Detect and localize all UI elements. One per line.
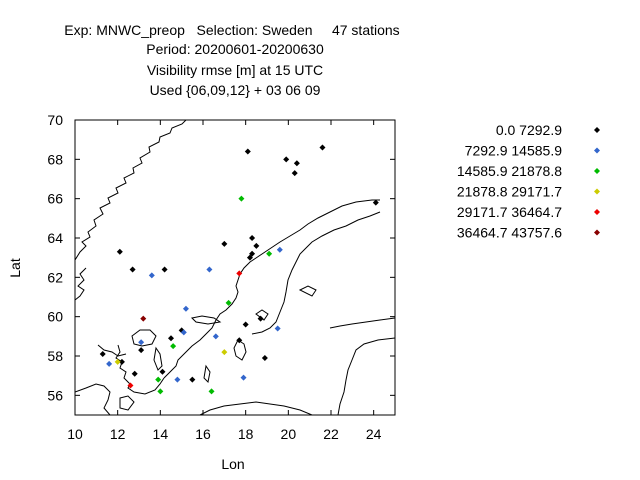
station-point — [161, 266, 168, 273]
legend-label: 21878.8 29171.7 — [457, 184, 562, 200]
legend-label: 0.0 7292.9 — [496, 122, 562, 138]
station-point — [206, 266, 213, 273]
x-tick-label: 14 — [153, 426, 169, 442]
station-point — [236, 270, 243, 277]
station-point — [274, 325, 281, 332]
legend-marker — [594, 209, 600, 215]
legend-label: 14585.9 21878.8 — [457, 163, 562, 179]
station-point — [257, 315, 264, 322]
station-point — [372, 199, 379, 206]
station-point — [225, 299, 232, 306]
station-point — [221, 349, 228, 356]
station-point — [157, 388, 164, 395]
station-point — [182, 305, 189, 312]
legend-marker — [594, 188, 600, 195]
station-point — [159, 368, 166, 375]
legend-marker — [594, 229, 600, 236]
station-point — [212, 333, 219, 340]
station-point — [221, 240, 228, 247]
legend-marker — [594, 147, 600, 154]
station-point — [236, 337, 243, 344]
x-tick-label: 18 — [238, 426, 254, 442]
station-point — [127, 382, 134, 389]
y-tick-label: 56 — [47, 387, 63, 403]
x-tick-label: 20 — [281, 426, 297, 442]
station-point — [180, 329, 187, 336]
station-point — [283, 156, 290, 163]
y-tick-label: 64 — [47, 230, 63, 246]
chart-title-line-3: Visibility rmse [m] at 15 UTC — [147, 62, 323, 78]
station-point — [138, 339, 145, 346]
station-point — [138, 347, 145, 354]
legend-label: 29171.7 36464.7 — [457, 204, 562, 220]
station-point — [276, 246, 283, 253]
y-tick-label: 66 — [47, 191, 63, 207]
station-point — [129, 266, 136, 273]
station-point — [174, 376, 181, 383]
legend: 0.0 7292.9 7292.9 14585.9 14585.9 21878.8 2… — [457, 122, 600, 241]
station-point — [168, 335, 174, 342]
station-point — [116, 248, 123, 255]
chart-title-line-1: Exp: MNWC_preop Selection: Sweden 47 sta… — [64, 22, 399, 38]
y-tick-label: 68 — [47, 151, 63, 167]
station-point — [253, 242, 260, 249]
station-point — [240, 374, 247, 381]
x-tick-label: 16 — [195, 426, 211, 442]
y-tick-labels: 56 58 60 62 64 66 68 70 — [47, 112, 63, 403]
axis-ticks — [74, 119, 395, 415]
station-point — [242, 321, 249, 328]
data-points — [99, 144, 379, 395]
x-tick-label: 24 — [366, 426, 382, 442]
y-tick-label: 70 — [47, 112, 63, 128]
y-tick-label: 60 — [47, 309, 63, 325]
station-point — [208, 388, 215, 395]
station-point — [140, 315, 147, 322]
station-point — [244, 148, 251, 155]
station-point — [261, 354, 268, 361]
legend-label: 7292.9 14585.9 — [465, 143, 563, 159]
coastline-map — [75, 120, 395, 415]
station-point — [246, 254, 253, 261]
chart-title-line-4: Used {06,09,12} + 03 06 09 — [150, 82, 321, 98]
station-point — [114, 358, 121, 365]
y-tick-label: 58 — [47, 348, 63, 364]
station-point — [170, 343, 177, 350]
station-point — [249, 250, 256, 257]
x-tick-label: 10 — [67, 426, 83, 442]
station-point — [148, 272, 155, 279]
station-point — [291, 170, 298, 177]
x-tick-label: 12 — [110, 426, 126, 442]
station-point — [131, 370, 138, 377]
x-axis-label: Lon — [221, 456, 244, 472]
plot-area — [74, 119, 396, 416]
station-point — [99, 351, 106, 358]
legend-marker — [594, 168, 600, 174]
station-point — [293, 160, 300, 167]
plot-frame — [74, 119, 396, 416]
legend-label: 36464.7 43757.6 — [457, 225, 562, 241]
station-point — [266, 250, 273, 257]
station-point — [106, 360, 113, 367]
x-tick-labels: 10 12 14 16 18 20 22 24 — [67, 426, 381, 442]
chart-title-line-2: Period: 20200601-20200630 — [146, 41, 324, 57]
station-point — [238, 195, 245, 202]
y-axis-label: Lat — [7, 258, 23, 278]
station-point — [118, 358, 125, 365]
legend-marker — [594, 127, 600, 133]
station-point — [319, 144, 326, 151]
y-tick-label: 62 — [47, 269, 63, 285]
x-tick-label: 22 — [323, 426, 339, 442]
station-point — [189, 376, 196, 383]
station-point — [155, 376, 162, 383]
station-point — [249, 235, 256, 241]
